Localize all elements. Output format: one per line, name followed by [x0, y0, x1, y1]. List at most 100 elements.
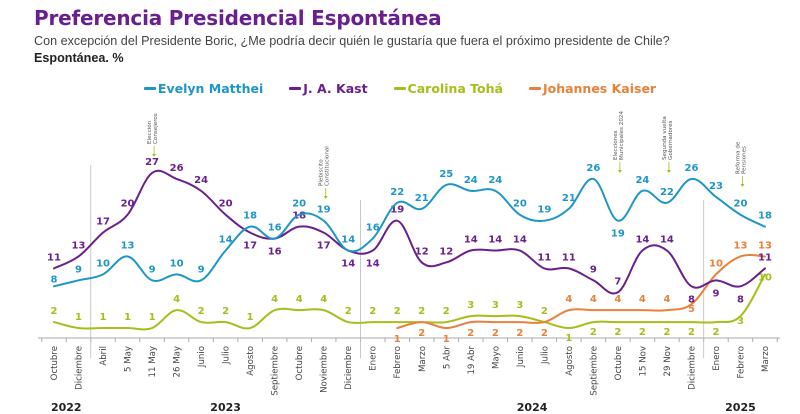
x-tick-label: Diciembre	[75, 346, 85, 390]
data-label: 1	[394, 334, 401, 345]
data-label: 19	[611, 229, 625, 240]
x-tick-label: 15 Nov	[638, 346, 648, 376]
data-label: 26	[684, 163, 698, 174]
data-label: 9	[149, 264, 156, 275]
x-tick-label: 5 Abr	[442, 346, 452, 370]
data-label: 16	[366, 223, 380, 234]
annotation-text: Segunda vuelta	[662, 116, 668, 160]
x-tick-label: 5 May	[124, 346, 134, 372]
x-tick-label: 11 May	[148, 346, 158, 377]
data-label: 8	[51, 274, 58, 285]
data-label: 20	[734, 199, 748, 210]
data-label: 18	[758, 211, 772, 222]
data-label: 9	[75, 264, 82, 275]
year-label-2025: 2025	[725, 401, 756, 414]
series-line	[396, 254, 766, 330]
year-label-2024: 2024	[517, 401, 548, 414]
x-tick-label: Agosto	[246, 346, 256, 376]
annotation-text: Gobernadores	[668, 120, 674, 160]
arrow-down-icon	[152, 154, 157, 157]
data-label: 25	[439, 169, 453, 180]
data-label: 1	[100, 312, 107, 323]
data-label: 2	[443, 306, 450, 317]
data-label: 19	[317, 205, 331, 216]
event-annotation: Plebiscito Constitucional	[319, 146, 331, 199]
x-tick-label: Octubre	[614, 346, 624, 380]
series-carolina-toh-: 2 1 1 1 1 4 2 2 1 4 4 4 2 2 2 2 2 3 3 3 2 1 2 2 2 2 2 2 3 10	[51, 272, 772, 344]
data-label: 2	[663, 327, 670, 338]
arrow-down-icon	[740, 184, 745, 187]
data-label: 7	[614, 276, 621, 287]
x-tick-label: Marzo	[418, 346, 428, 372]
data-label: 1	[247, 312, 254, 323]
x-tick-label: Enero	[712, 346, 722, 371]
data-label: 23	[709, 181, 723, 192]
data-label: 24	[464, 175, 478, 186]
data-label: 18	[292, 211, 306, 222]
x-tick-label: Diciembre	[687, 346, 697, 390]
data-label: 9	[198, 264, 205, 275]
event-annotation: Elección Consejeros	[146, 113, 159, 157]
data-label: 14	[488, 235, 502, 246]
data-label: 2	[394, 306, 401, 317]
data-label: 4	[296, 294, 303, 305]
data-label: 9	[712, 288, 719, 299]
legend-item-kaiser: Johannes Kaiser	[528, 81, 656, 96]
event-annotation: Reforma de Pensiones	[735, 141, 747, 187]
x-tick-label: Octubre	[295, 346, 305, 380]
data-label: 20	[121, 199, 135, 210]
annotation-text: Constitucional	[325, 146, 331, 186]
data-label: 4	[173, 294, 180, 305]
x-tick-label: Junio	[197, 346, 207, 368]
series-line	[53, 177, 766, 288]
chart-unit-label: Espontánea. %	[34, 51, 124, 65]
data-label: 2	[516, 328, 523, 339]
legend-swatch-kaiser	[528, 87, 541, 90]
x-tick-label: Marzo	[761, 346, 771, 372]
data-label: 8	[737, 294, 744, 305]
data-label: 2	[614, 327, 621, 338]
data-label: 2	[541, 306, 548, 317]
data-label: 17	[317, 241, 331, 252]
data-label: 14	[635, 235, 649, 246]
data-label: 9	[590, 264, 597, 275]
data-label: 11	[47, 252, 61, 263]
x-tick-label: Abril	[99, 346, 109, 366]
x-tick-label: Julio	[222, 346, 232, 365]
annotation-text: Consejeros	[153, 113, 159, 144]
data-label: 17	[243, 241, 257, 252]
arrow-down-icon	[666, 170, 671, 173]
year-label-2023: 2023	[210, 401, 241, 414]
legend-swatch-kast	[289, 87, 302, 90]
legend-swatch-matthei	[143, 87, 156, 90]
data-label: 5	[688, 304, 695, 315]
data-label: 2	[222, 306, 229, 317]
data-label: 4	[565, 294, 572, 305]
x-tick-label: 19 Abr	[467, 346, 477, 375]
data-label: 26	[586, 163, 600, 174]
data-label: 24	[635, 175, 649, 186]
legend-label-kast: J. A. Kast	[303, 81, 368, 96]
data-label: 2	[590, 327, 597, 338]
data-label: 14	[219, 235, 233, 246]
data-label: 16	[268, 223, 282, 234]
data-label: 21	[562, 193, 576, 204]
legend-item-matthei: Evelyn Matthei	[143, 81, 263, 96]
data-label: 4	[320, 294, 327, 305]
data-label: 20	[513, 199, 527, 210]
data-label: 2	[492, 328, 499, 339]
legend-item-kast: J. A. Kast	[289, 81, 368, 96]
x-tick-label: Diciembre	[344, 346, 354, 390]
data-label: 2	[51, 306, 58, 317]
data-label: 22	[390, 187, 404, 198]
data-label: 19	[537, 205, 551, 216]
data-label: 14	[513, 235, 527, 246]
series-line	[53, 169, 766, 295]
event-annotation: Segunda vuelta Gobernadores	[662, 116, 674, 173]
data-label: 2	[369, 306, 376, 317]
data-label: 14	[341, 235, 355, 246]
chart-title: Preferencia Presidencial Espontánea	[34, 6, 442, 30]
